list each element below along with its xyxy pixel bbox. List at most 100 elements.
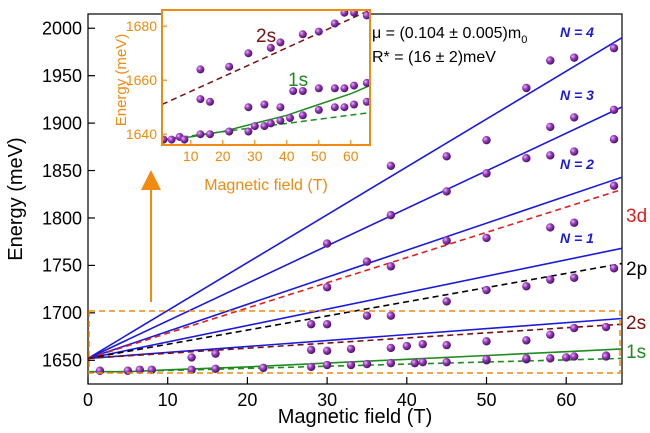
data-point	[362, 97, 370, 106]
data-point	[244, 127, 253, 136]
data-point	[442, 152, 451, 161]
data-point	[314, 84, 323, 93]
data-point	[609, 264, 619, 273]
data-point	[402, 341, 412, 351]
data-point	[386, 343, 396, 353]
data-point	[546, 56, 555, 65]
data-point	[162, 135, 168, 144]
data-point	[362, 311, 372, 320]
data-point	[289, 87, 298, 95]
data-point	[314, 105, 323, 114]
inset-y-axis-label: Energy (meV)	[113, 34, 130, 127]
data-point	[362, 257, 372, 266]
series-line	[88, 176, 622, 360]
y-axis-label: Energy (meV)	[5, 137, 27, 260]
data-point	[546, 122, 555, 132]
data-point	[410, 358, 419, 368]
data-point	[276, 103, 285, 112]
data-point	[259, 363, 268, 373]
data-point	[298, 30, 307, 39]
x-tick-label: 50	[311, 148, 327, 164]
data-point	[522, 83, 531, 93]
data-point	[350, 81, 358, 90]
data-point	[442, 357, 451, 367]
data-point	[196, 95, 205, 104]
data-point	[298, 111, 307, 120]
data-point	[196, 65, 205, 74]
data-point	[482, 337, 491, 346]
data-point	[322, 346, 332, 355]
series-line	[88, 247, 622, 360]
x-tick-label: 0	[83, 390, 93, 410]
data-point	[386, 311, 396, 320]
data-point	[546, 330, 555, 339]
data-point	[266, 119, 275, 128]
data-point	[609, 105, 619, 115]
series-line	[88, 317, 622, 360]
label-n3: N = 3	[560, 87, 594, 103]
x-tick-label: 20	[237, 390, 257, 410]
data-point	[482, 355, 491, 364]
data-point	[322, 283, 332, 292]
data-point	[562, 353, 571, 362]
label-n2: N = 2	[560, 156, 594, 172]
data-point	[609, 43, 619, 53]
data-point	[167, 135, 176, 144]
y-tick-label: 1850	[42, 161, 82, 181]
data-point	[418, 339, 427, 349]
label-n4: N = 4	[560, 24, 594, 40]
data-point	[362, 78, 370, 87]
y-tick-label: 1700	[42, 303, 82, 323]
data-point	[569, 352, 579, 361]
x-tick-label: 60	[556, 390, 576, 410]
data-point	[546, 354, 555, 363]
data-point	[286, 114, 294, 122]
x-tick-label: 50	[476, 390, 496, 410]
data-point	[362, 11, 370, 20]
x-tick-label: 40	[397, 390, 417, 410]
data-point	[266, 43, 275, 52]
data-point	[276, 38, 285, 47]
data-point	[569, 273, 579, 282]
label-3d: 3d	[626, 206, 647, 227]
data-point	[340, 103, 349, 112]
data-point	[147, 365, 156, 374]
data-point	[260, 100, 269, 109]
inset-x-axis-label: Magnetic field (T)	[204, 177, 328, 194]
data-point	[306, 320, 316, 329]
data-point	[601, 352, 611, 361]
data-point	[569, 323, 579, 333]
zoom-region-box	[88, 310, 621, 374]
main-axes: 0 10 20 30 40 50 60 1650 1700 1750 1800 1850 1900 195…	[42, 19, 576, 410]
series-line	[88, 323, 622, 360]
data-point	[135, 365, 145, 374]
mu-annotation: μ = (0.104 ± 0.005)m0	[372, 25, 527, 46]
data-point	[569, 53, 579, 62]
y-tick-label: 1680	[126, 18, 157, 34]
data-point	[298, 87, 307, 95]
y-tick-label: 1950	[42, 66, 82, 86]
inset-frame	[161, 9, 371, 146]
series-line	[88, 37, 622, 360]
data-point	[322, 239, 332, 248]
data-point	[442, 236, 451, 245]
inset-label-2s: 2s	[256, 26, 276, 47]
data-point	[350, 10, 358, 17]
data-point	[442, 340, 451, 350]
data-point	[569, 218, 579, 227]
data-point	[482, 285, 491, 295]
data-point	[386, 210, 396, 220]
y-tick-label: 1660	[126, 72, 157, 88]
x-tick-label: 10	[158, 390, 178, 410]
data-point	[442, 297, 451, 306]
data-point	[322, 360, 332, 370]
data-point	[211, 364, 220, 374]
label-n1: N = 1	[560, 230, 594, 246]
data-point	[306, 362, 316, 372]
series-line	[88, 188, 622, 360]
data-point	[522, 354, 531, 363]
y-tick-label: 1750	[42, 256, 82, 276]
data-point	[260, 122, 269, 131]
main-plot-area	[88, 37, 622, 375]
